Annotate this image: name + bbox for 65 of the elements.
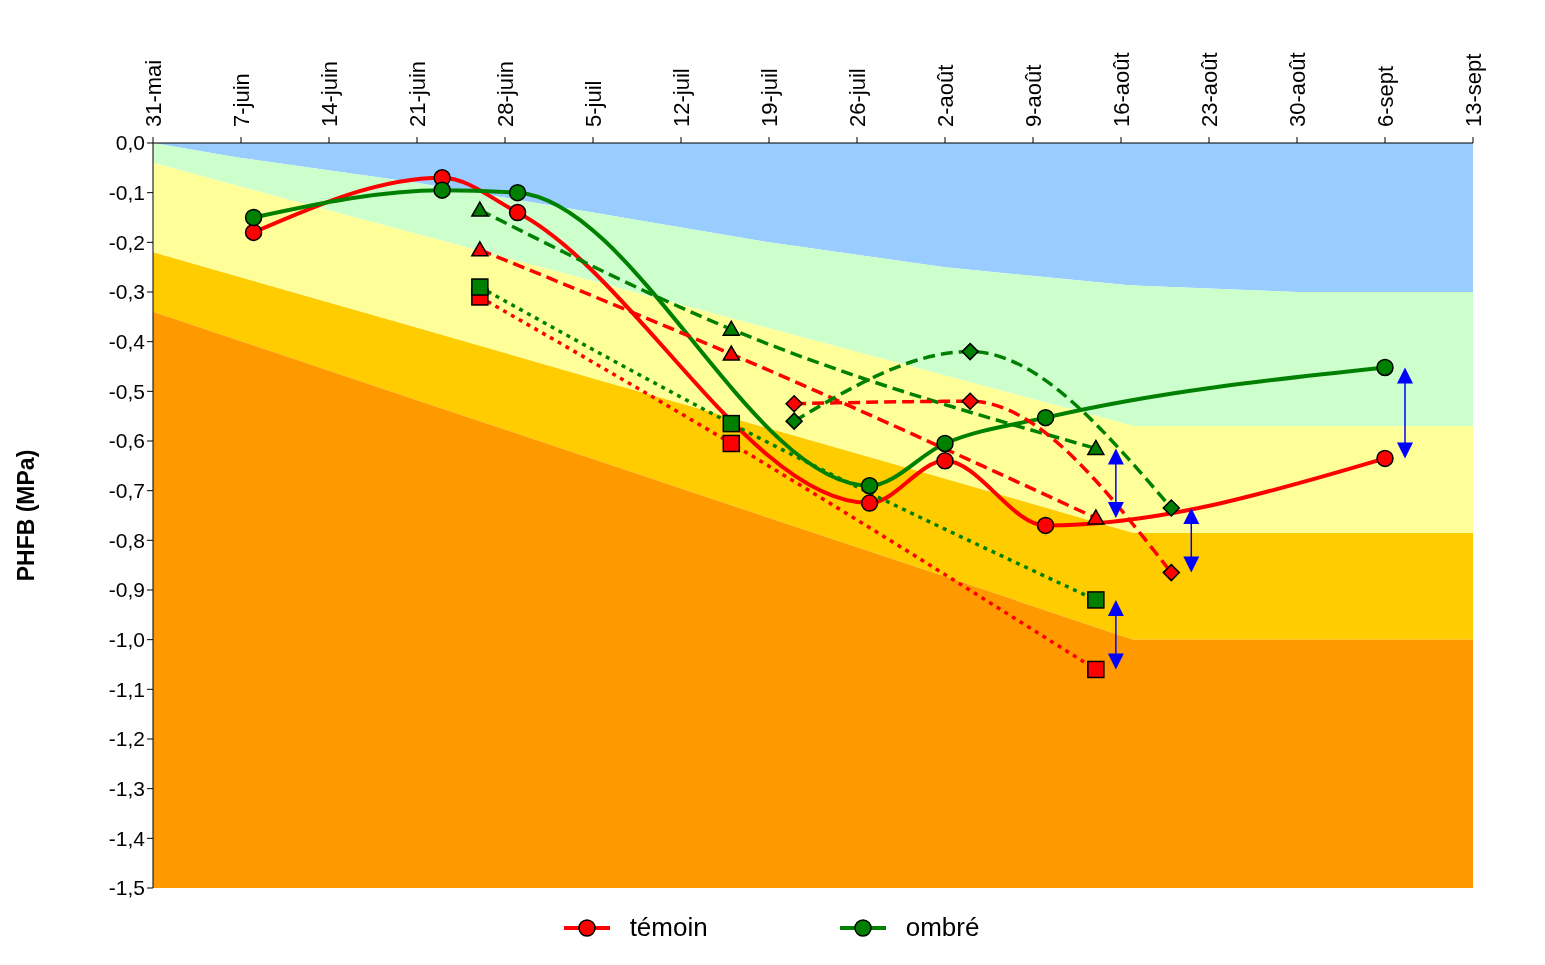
y-tick-label: -0,5 <box>108 379 145 403</box>
point <box>433 181 451 199</box>
point <box>1036 516 1055 535</box>
y-tick-label: -1,5 <box>108 876 145 900</box>
x-tick-label: 16-août <box>1108 52 1134 127</box>
point <box>471 278 489 296</box>
point <box>1087 591 1105 609</box>
y-tick-label: -1,2 <box>108 727 145 751</box>
x-tick-label: 28-juin <box>492 60 518 127</box>
point <box>860 494 879 512</box>
x-tick-label: 26-juil <box>844 68 870 127</box>
point <box>508 183 527 202</box>
point <box>961 342 979 361</box>
y-tick-label: -1,1 <box>108 677 145 701</box>
legend-label: témoin <box>629 912 708 943</box>
x-tick-label: 21-juin <box>404 60 430 127</box>
point <box>961 392 979 411</box>
x-tick-label: 14-juin <box>316 60 342 127</box>
point <box>722 414 741 433</box>
point <box>1162 563 1181 582</box>
point <box>1376 358 1394 377</box>
y-tick-label: -1,4 <box>108 826 146 850</box>
y-tick-label: -0,4 <box>108 330 146 354</box>
y-tick-label: -0,1 <box>108 181 145 205</box>
point <box>1036 408 1055 427</box>
x-tick-label: 13-sept <box>1460 53 1486 127</box>
x-tick-label: 2-août <box>932 64 958 127</box>
y-tick-label: 0,0 <box>115 131 145 155</box>
point <box>722 434 741 453</box>
y-tick-label: -0,2 <box>108 230 145 254</box>
point <box>244 208 263 227</box>
point <box>1087 439 1105 456</box>
point <box>508 203 527 222</box>
y-tick-label: -0,9 <box>108 578 145 602</box>
x-tick-label: 5-juil <box>580 80 606 127</box>
point <box>1087 660 1105 679</box>
y-tick-label: -0,6 <box>108 429 145 453</box>
point <box>471 241 489 257</box>
point <box>1376 449 1394 468</box>
y-axis-title: PHFB (MPa) <box>13 449 40 582</box>
point <box>785 412 803 430</box>
point <box>244 223 263 242</box>
y-tick-label: -1,0 <box>108 628 145 652</box>
x-tick-label: 6-sept <box>1372 65 1398 127</box>
y-tick-label: -0,8 <box>108 528 145 552</box>
x-tick-label: 9-août <box>1020 64 1046 127</box>
point <box>785 395 803 413</box>
point <box>1087 509 1105 525</box>
y-tick-label: -0,3 <box>108 280 145 304</box>
point <box>471 201 489 217</box>
y-tick-label: -1,3 <box>108 777 145 801</box>
x-tick-label: 30-août <box>1284 52 1310 127</box>
legend-label: ombré <box>905 912 980 943</box>
x-tick-label: 19-juil <box>756 68 782 127</box>
point <box>1162 499 1181 517</box>
point <box>722 320 741 336</box>
x-tick-label: 12-juil <box>668 68 694 127</box>
point <box>936 452 954 470</box>
y-tick-label: -0,7 <box>108 479 145 503</box>
x-tick-label: 7-juin <box>228 73 254 127</box>
point <box>722 345 741 361</box>
point <box>860 476 879 495</box>
x-tick-label: 23-août <box>1196 52 1222 127</box>
point <box>936 434 954 453</box>
x-tick-label: 31-mai <box>140 59 166 127</box>
